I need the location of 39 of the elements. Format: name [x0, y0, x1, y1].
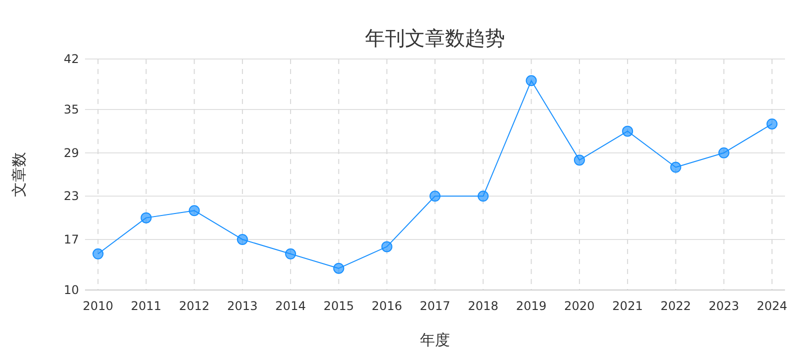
y-tick-label: 42: [64, 52, 79, 66]
point: [92, 248, 104, 260]
x-axis-title: 年度: [420, 331, 450, 349]
x-tick-label: 2011: [130, 299, 162, 313]
point: [574, 154, 585, 166]
point: [526, 75, 537, 86]
y-tick-label: 10: [64, 283, 79, 297]
y-tick-label: 29: [64, 146, 79, 160]
x-tick-label: 2017: [420, 299, 450, 313]
x-tick-label: 2018: [468, 299, 498, 313]
point: [622, 126, 634, 137]
point: [670, 162, 682, 173]
x-tick-label: 2013: [227, 299, 258, 313]
point: [236, 234, 248, 245]
x-tick-label: 2024: [756, 299, 788, 313]
y-tick-label: 35: [64, 102, 79, 117]
chart-title: 年刊文章数趋势: [365, 26, 505, 50]
y-axis-title: 文章数: [10, 152, 28, 197]
x-tick-label: 2019: [516, 299, 547, 313]
point: [381, 241, 392, 252]
point: [140, 212, 152, 224]
point: [188, 205, 200, 216]
x-tick-label: 2016: [372, 299, 402, 313]
x-tick-label: 2014: [275, 299, 306, 313]
point: [478, 190, 489, 202]
x-tick-label: 2015: [323, 299, 354, 313]
point: [285, 248, 296, 260]
x-tick-label: 2022: [660, 299, 691, 313]
x-tick-label: 2023: [708, 299, 740, 313]
point: [430, 190, 440, 202]
point: [766, 118, 778, 130]
x-tick-label: 2021: [612, 299, 643, 313]
y-tick-label: 23: [64, 189, 79, 204]
point: [333, 262, 344, 274]
x-tick-label: 2010: [82, 299, 114, 313]
x-tick-label: 2012: [179, 299, 210, 313]
x-tick-label: 2020: [564, 299, 595, 313]
point: [718, 147, 730, 158]
y-tick-label: 17: [64, 232, 79, 246]
